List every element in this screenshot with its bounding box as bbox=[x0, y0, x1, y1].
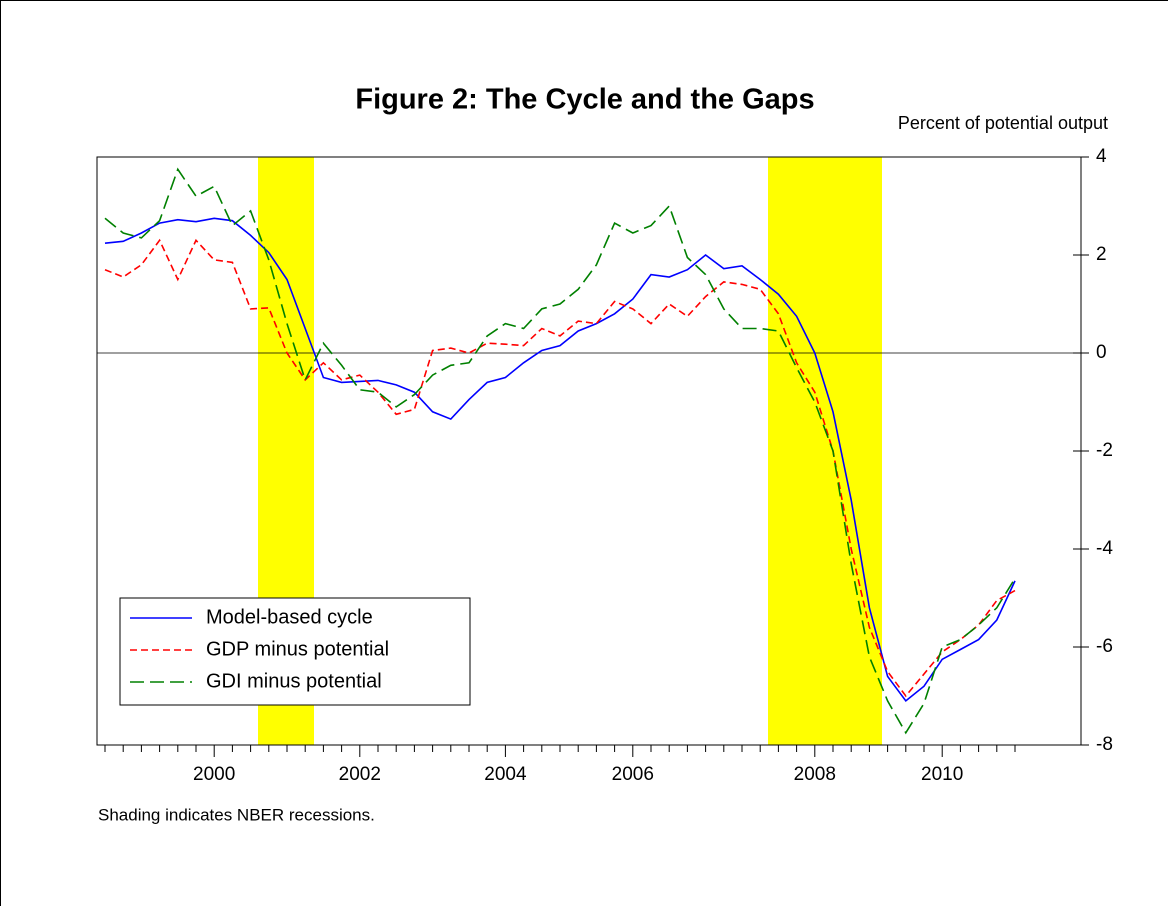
y-tick-label: -8 bbox=[1096, 734, 1113, 755]
legend-label: GDI minus potential bbox=[206, 670, 382, 692]
x-tick-label: 2002 bbox=[339, 764, 381, 785]
y-tick-label: -6 bbox=[1096, 636, 1113, 657]
y-tick-label: 2 bbox=[1096, 244, 1107, 265]
y-axis-label: Percent of potential output bbox=[898, 113, 1108, 133]
series-line bbox=[104, 238, 1016, 698]
legend-label: Model-based cycle bbox=[206, 606, 373, 628]
series-line bbox=[104, 167, 1016, 735]
recession-shade bbox=[768, 157, 882, 745]
x-tick-label: 2010 bbox=[921, 764, 963, 785]
y-tick-label: 0 bbox=[1096, 342, 1107, 363]
x-tick-label: 2008 bbox=[794, 764, 836, 785]
legend-box bbox=[119, 597, 471, 706]
x-tick-label: 2000 bbox=[193, 764, 235, 785]
y-tick-label: -4 bbox=[1096, 538, 1113, 559]
chart-title: Figure 2: The Cycle and the Gaps bbox=[355, 84, 814, 116]
series-line bbox=[104, 217, 1016, 703]
x-tick-label: 2006 bbox=[612, 764, 654, 785]
y-tick-label: -2 bbox=[1096, 440, 1113, 461]
legend-label: GDP minus potential bbox=[206, 638, 389, 660]
x-tick-label: 2004 bbox=[484, 764, 527, 785]
y-tick-label: 4 bbox=[1096, 146, 1107, 167]
note: Shading indicates NBER recessions. bbox=[98, 805, 375, 824]
